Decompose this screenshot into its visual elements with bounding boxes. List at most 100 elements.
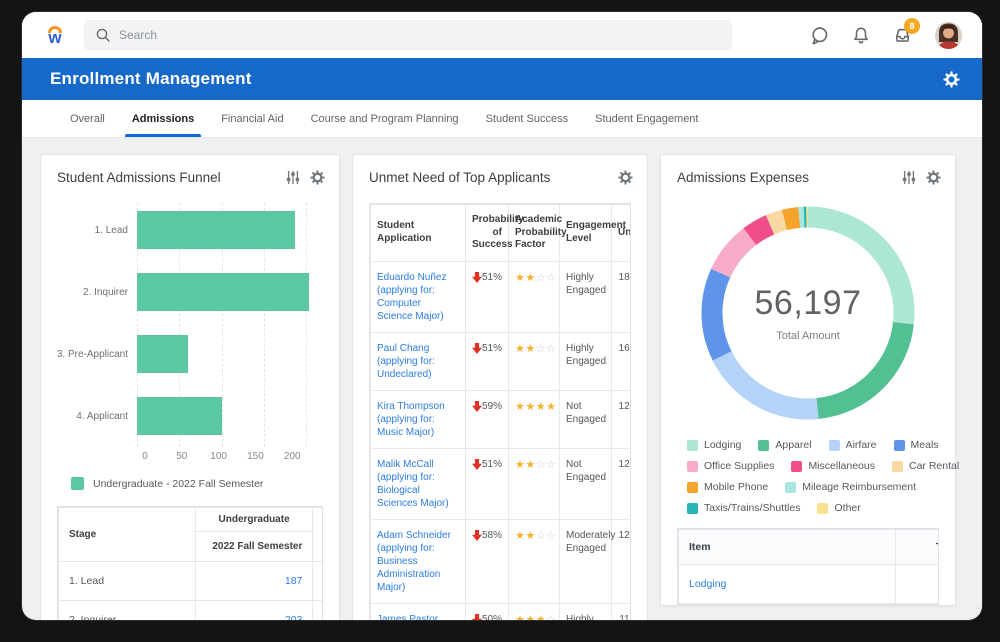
legend-row: Mobile Phone Mileage Reimbursement <box>687 481 955 493</box>
legend-label: Miscellaneous <box>808 460 875 472</box>
funnel-legend: Undergraduate - 2022 Fall Semester <box>71 477 339 490</box>
funnel-category-label: 1. Lead <box>94 224 128 236</box>
tab-student-engagement[interactable]: Student Engagement <box>595 112 699 125</box>
down-arrow-icon <box>472 400 482 412</box>
gridline <box>306 203 308 447</box>
probability-value: 51% <box>472 342 502 355</box>
search-icon <box>95 27 111 48</box>
expense-legend-item[interactable]: Meals <box>893 439 939 451</box>
filter-sliders-icon[interactable] <box>286 170 300 185</box>
filter-sliders-icon[interactable] <box>902 170 916 185</box>
tab-financial-aid[interactable]: Financial Aid <box>221 112 284 125</box>
workday-logo[interactable]: w <box>38 26 72 46</box>
applicant-row: James Pastor (applying for: Mathematics … <box>370 602 630 621</box>
expense-legend-item[interactable]: Mileage Reimbursement <box>785 481 916 493</box>
probability-cell: 51% <box>465 447 509 520</box>
expense-legend-item[interactable]: Office Supplies <box>687 460 774 472</box>
value-cell: 187 <box>194 561 314 601</box>
bell-icon[interactable] <box>852 26 870 45</box>
column-header: Unmet <box>611 204 630 262</box>
item-column-header: Item <box>678 529 896 565</box>
engagement-cell: Moderately Engaged <box>559 518 615 604</box>
academic-factor-cell: ★★☆☆ <box>508 447 560 520</box>
funnel-bar[interactable] <box>137 397 223 435</box>
student-link[interactable]: Malik McCall (applying for: Biological S… <box>377 458 449 509</box>
item-row: Lodging <box>678 564 938 604</box>
probability-percent: 59% <box>482 400 503 412</box>
expense-legend-item[interactable]: Other <box>817 502 861 514</box>
tab-overall[interactable]: Overall <box>70 112 105 125</box>
value-link[interactable]: 203 <box>284 614 303 620</box>
donut-segment-meals[interactable] <box>701 206 915 420</box>
expense-legend-item[interactable]: Miscellaneous <box>791 460 875 472</box>
panel-title: Student Admissions Funnel <box>57 170 221 185</box>
engagement-cell: Highly Engaged <box>559 331 612 391</box>
unmet-cell: 16,2 <box>611 331 630 391</box>
unmet-cell: 12,7 <box>611 389 630 449</box>
applicant-row: Adam Schneider (applying for: Business A… <box>370 518 630 604</box>
legend-swatch <box>687 439 698 451</box>
student-link[interactable]: Paul Chang (applying for: Undeclared) <box>377 342 435 380</box>
legend-label: Office Supplies <box>704 460 775 472</box>
funnel-category-label: 3. Pre-Applicant <box>56 348 128 360</box>
funnel-bar[interactable] <box>137 273 309 311</box>
legend-label: Airfare <box>845 439 877 451</box>
legend-swatch <box>687 481 698 493</box>
value-link[interactable]: 187 <box>284 575 303 587</box>
search-input[interactable] <box>84 20 732 50</box>
top-bar: w 8 <box>22 12 982 58</box>
legend-swatch <box>828 439 840 451</box>
student-link[interactable]: Eduardo Nuñez (applying for: Computer Sc… <box>377 271 447 322</box>
legend-swatch <box>758 439 770 451</box>
legend-label: Apparel <box>775 439 812 451</box>
expense-legend-item[interactable]: Taxis/Trains/Shuttles <box>687 502 800 514</box>
group-column-header: Undergraduate <box>194 507 314 532</box>
applicant-row: Kira Thompson (applying for: Music Major… <box>370 389 630 449</box>
header-gear-icon[interactable] <box>943 70 960 88</box>
notification-badge: 8 <box>904 18 920 34</box>
legend-swatch <box>893 439 905 451</box>
unmet-cell: 12,6 <box>611 447 630 520</box>
stage-column-header: Stage <box>58 507 196 562</box>
student-link[interactable]: James Pastor (applying for: Mathematics … <box>377 613 439 621</box>
funnel-bar[interactable] <box>137 211 296 249</box>
probability-value: 51% <box>472 271 502 284</box>
expense-legend-item[interactable]: Car Rental <box>891 460 959 472</box>
star-rating: ★★★☆ <box>515 613 557 621</box>
gear-icon[interactable] <box>618 170 633 185</box>
empty-cell <box>312 600 322 620</box>
star-rating: ★★☆☆ <box>515 271 557 284</box>
engagement-cell: Not Engaged <box>559 447 612 520</box>
probability-percent: 51% <box>482 271 503 283</box>
column-header: Student Application <box>370 204 466 262</box>
applicant-row: Paul Chang (applying for: Undeclared) 51%… <box>370 331 630 391</box>
expense-legend-item[interactable]: Lodging <box>687 439 741 451</box>
donut-segment-airfare[interactable] <box>701 206 915 420</box>
gear-icon[interactable] <box>926 170 941 185</box>
unmet-cell: 11,5 <box>611 602 630 620</box>
app-window: w 8 <box>22 12 982 620</box>
expense-legend-item[interactable]: Airfare <box>828 439 877 451</box>
donut-segment-other[interactable] <box>701 206 915 420</box>
gridline <box>137 203 138 447</box>
funnel-bar[interactable] <box>137 335 188 373</box>
item-link[interactable]: Lodging <box>689 578 727 590</box>
legend-swatch <box>687 502 698 514</box>
probability-percent: 58% <box>482 529 503 541</box>
tab-student-success[interactable]: Student Success <box>485 112 569 125</box>
avatar[interactable] <box>935 21 962 49</box>
tab-course-and-program-planning[interactable]: Course and Program Planning <box>310 112 459 125</box>
expense-legend-item[interactable]: Mobile Phone <box>687 481 768 493</box>
expense-legend-item[interactable]: Apparel <box>758 439 812 451</box>
gear-icon[interactable] <box>310 170 325 185</box>
star-rating: ★★☆☆ <box>515 458 557 471</box>
student-link[interactable]: Adam Schneider (applying for: Business A… <box>377 529 451 593</box>
student-link[interactable]: Kira Thompson (applying for: Music Major… <box>377 400 445 438</box>
chat-icon[interactable] <box>810 26 829 45</box>
tab-admissions[interactable]: Admissions <box>124 100 202 137</box>
tab-bar: Overall Admissions Financial Aid Course and… <box>22 100 982 138</box>
inbox-icon[interactable]: 8 <box>893 18 920 44</box>
panel-title: Unmet Need of Top Applicants <box>369 170 551 185</box>
probability-cell: 51% <box>465 260 509 333</box>
probability-cell: 50% <box>465 602 509 620</box>
